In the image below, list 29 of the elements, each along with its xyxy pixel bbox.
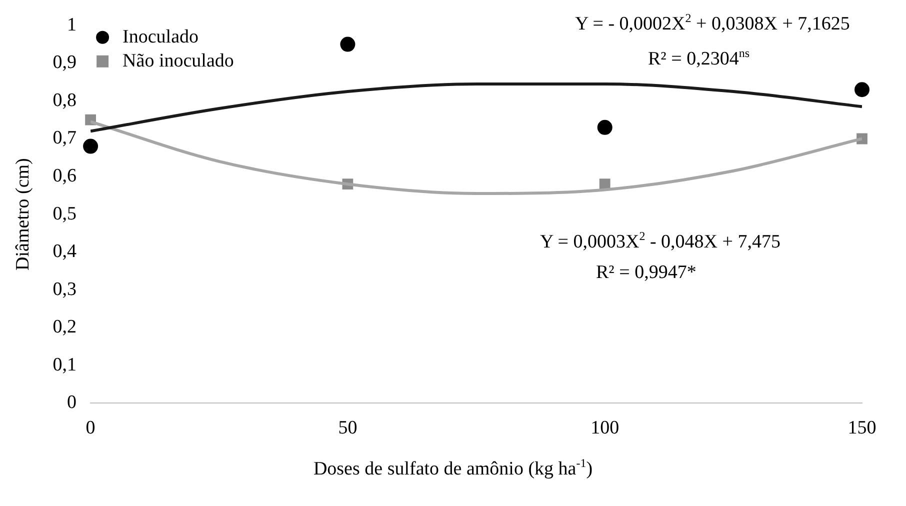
point [597, 120, 612, 135]
y-tick-label: 0,8 [52, 90, 77, 111]
y-tick-label: 0,7 [52, 128, 77, 149]
legend-label: Não inoculado [122, 50, 234, 72]
annotation: R² = 0,9947* [596, 262, 696, 283]
point [854, 82, 870, 98]
point [340, 36, 356, 52]
y-tick-label: 0,1 [52, 354, 77, 376]
x-tick-label: 50 [338, 418, 358, 439]
y-tick-label: 0,5 [52, 203, 77, 224]
y-axis-title: Diâmetro (cm) [12, 158, 34, 270]
annotation: R² = 0,2304$^{ns}$ [648, 46, 750, 70]
y-tick-label: 0,2 [52, 316, 77, 338]
x-tick-label: 150 [848, 418, 876, 439]
x-tick-label: 100 [590, 418, 620, 439]
y-tick-label: 1 [67, 14, 77, 36]
y-tick-label: 0,9 [52, 52, 77, 74]
x-tick-label: 0 [86, 418, 96, 439]
y-tick-label: 0,3 [52, 278, 77, 300]
y-tick-label: 0 [67, 392, 77, 414]
y-tick-label: 0,4 [52, 241, 78, 262]
annotation: Y = - 0,0002X$^{2}$ + 0,0308X + 7,1625 [575, 11, 850, 34]
x-axis-title: Doses de sulfato de amônio (kg ha$^{-1}$) [312, 456, 594, 480]
point [83, 138, 98, 154]
y-tick-label: 0,6 [52, 166, 77, 187]
annotation: Y = 0,0003X$^{2}$ - 0,048X + 7,475 [540, 229, 780, 252]
point [599, 178, 610, 190]
line-series [90, 82, 862, 133]
legend-label: Inoculado [122, 26, 199, 48]
